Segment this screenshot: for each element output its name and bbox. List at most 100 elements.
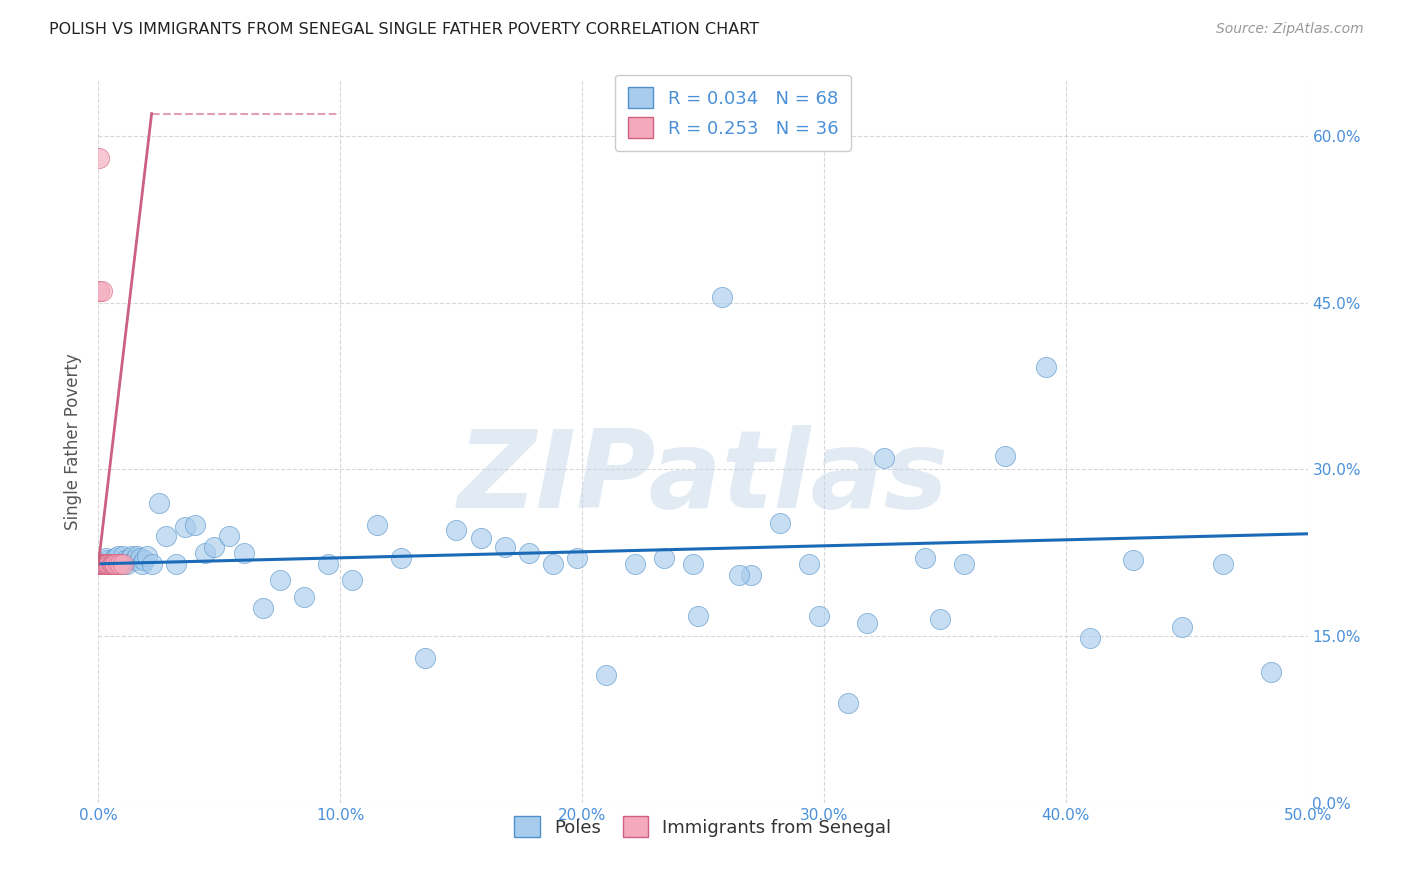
Point	[128, 551, 150, 566]
Point	[204, 540, 226, 554]
Point	[96, 557, 118, 571]
Point	[856, 615, 879, 630]
Point	[91, 557, 114, 571]
Point	[90, 557, 112, 571]
Point	[94, 551, 117, 566]
Point	[101, 553, 124, 567]
Point	[89, 557, 111, 571]
Point	[652, 551, 675, 566]
Point	[121, 549, 143, 563]
Point	[97, 553, 120, 567]
Point	[111, 549, 134, 563]
Point	[100, 557, 122, 571]
Point	[127, 549, 149, 563]
Point	[87, 151, 110, 165]
Point	[135, 549, 157, 563]
Point	[103, 557, 125, 571]
Point	[89, 557, 111, 571]
Point	[111, 557, 134, 571]
Point	[1212, 557, 1234, 571]
Point	[728, 568, 751, 582]
Point	[769, 516, 792, 530]
Point	[953, 557, 976, 571]
Legend: Poles, Immigrants from Senegal: Poles, Immigrants from Senegal	[503, 805, 903, 848]
Point	[91, 557, 114, 571]
Point	[141, 557, 163, 571]
Point	[517, 546, 540, 560]
Point	[837, 696, 859, 710]
Point	[89, 557, 111, 571]
Y-axis label: Single Father Poverty: Single Father Poverty	[65, 353, 83, 530]
Point	[97, 557, 120, 571]
Point	[413, 651, 436, 665]
Point	[174, 520, 197, 534]
Point	[494, 540, 516, 554]
Point	[470, 531, 492, 545]
Point	[711, 290, 734, 304]
Point	[541, 557, 564, 571]
Point	[90, 557, 112, 571]
Point	[104, 551, 127, 566]
Point	[446, 524, 468, 538]
Point	[90, 557, 112, 571]
Point	[808, 609, 831, 624]
Point	[108, 557, 131, 571]
Point	[93, 557, 115, 571]
Point	[100, 557, 122, 571]
Point	[595, 668, 617, 682]
Point	[165, 557, 187, 571]
Point	[94, 557, 117, 571]
Point	[688, 609, 710, 624]
Point	[269, 574, 291, 588]
Point	[567, 551, 589, 566]
Point	[89, 285, 111, 299]
Point	[94, 557, 117, 571]
Point	[93, 557, 115, 571]
Point	[740, 568, 762, 582]
Point	[148, 496, 170, 510]
Point	[107, 557, 129, 571]
Point	[91, 285, 114, 299]
Point	[90, 557, 112, 571]
Point	[389, 551, 412, 566]
Point	[114, 553, 136, 567]
Point	[218, 529, 240, 543]
Point	[1260, 665, 1282, 679]
Point	[101, 557, 124, 571]
Point	[98, 557, 121, 571]
Point	[252, 601, 274, 615]
Point	[89, 557, 111, 571]
Point	[90, 557, 112, 571]
Point	[1035, 360, 1057, 375]
Text: ZIPatlas: ZIPatlas	[457, 425, 949, 531]
Point	[131, 557, 153, 571]
Point	[292, 590, 315, 604]
Text: POLISH VS IMMIGRANTS FROM SENEGAL SINGLE FATHER POVERTY CORRELATION CHART: POLISH VS IMMIGRANTS FROM SENEGAL SINGLE…	[49, 22, 759, 37]
Point	[104, 557, 127, 571]
Point	[90, 557, 112, 571]
Point	[124, 553, 146, 567]
Point	[91, 557, 114, 571]
Point	[366, 517, 388, 532]
Point	[1171, 620, 1194, 634]
Point	[914, 551, 936, 566]
Point	[624, 557, 647, 571]
Point	[89, 557, 111, 571]
Point	[117, 557, 139, 571]
Point	[134, 553, 156, 567]
Point	[184, 517, 207, 532]
Point	[93, 557, 115, 571]
Point	[682, 557, 704, 571]
Point	[155, 529, 177, 543]
Point	[107, 549, 129, 563]
Point	[873, 451, 896, 466]
Point	[108, 557, 131, 571]
Point	[118, 551, 141, 566]
Point	[799, 557, 821, 571]
Point	[100, 557, 122, 571]
Point	[91, 557, 114, 571]
Point	[1078, 632, 1101, 646]
Point	[994, 449, 1017, 463]
Point	[91, 557, 114, 571]
Text: Source: ZipAtlas.com: Source: ZipAtlas.com	[1216, 22, 1364, 37]
